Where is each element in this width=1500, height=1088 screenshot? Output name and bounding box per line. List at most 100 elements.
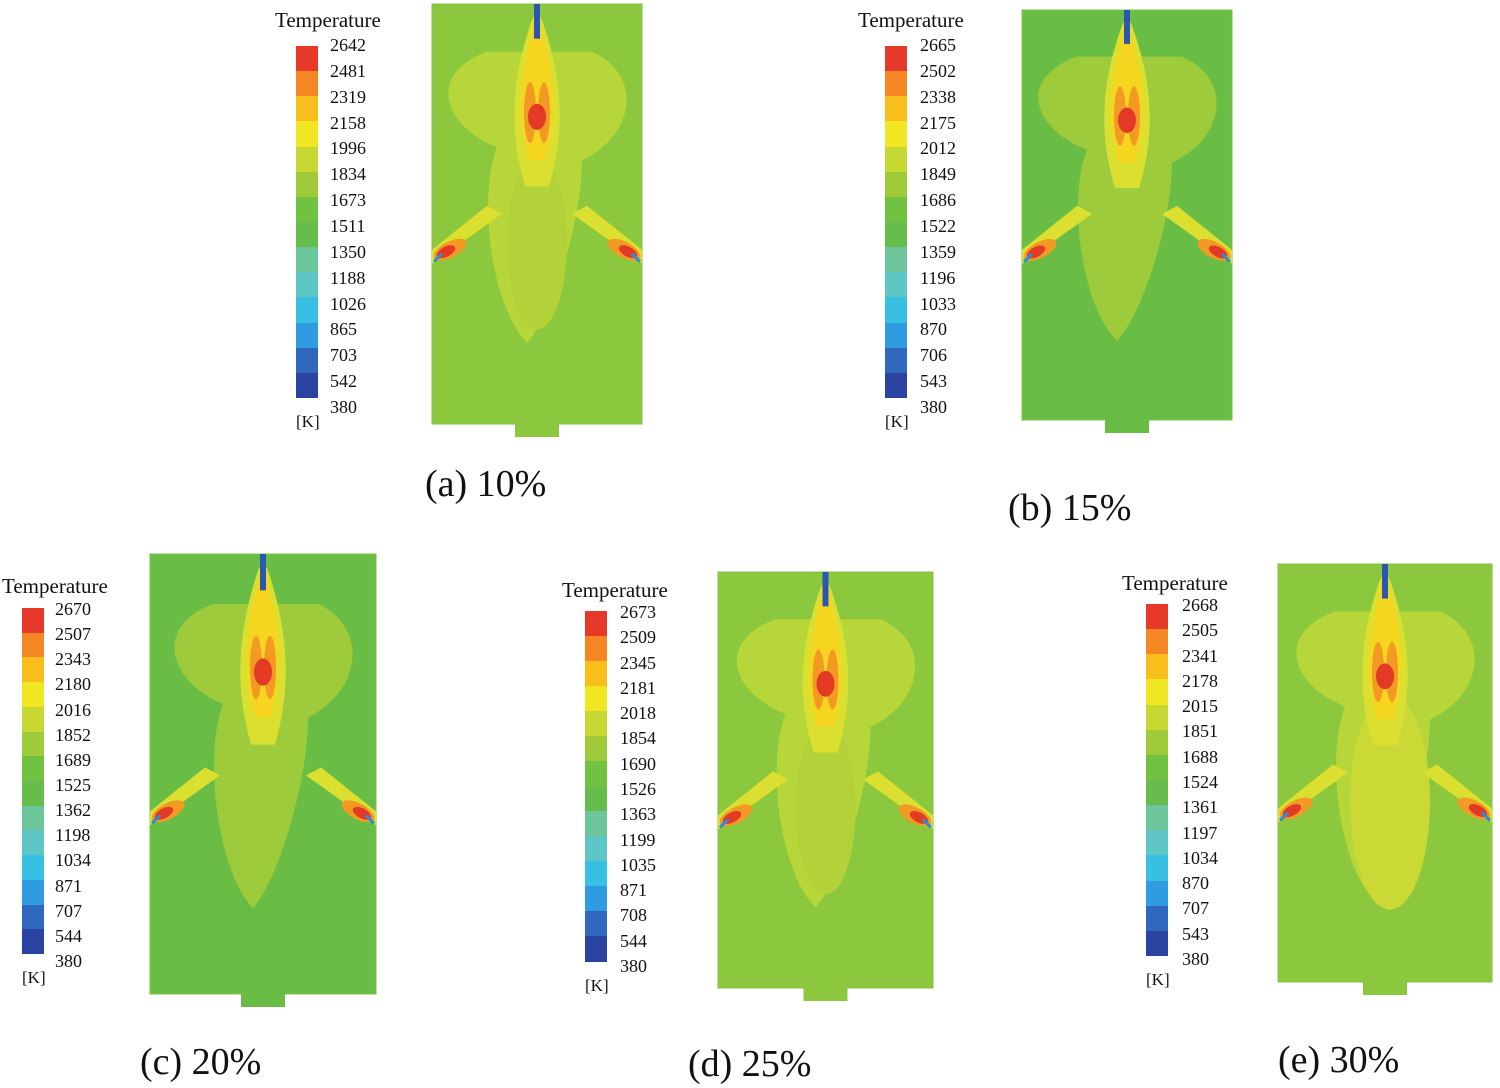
legend-tick-label: 2343 — [55, 649, 91, 670]
caption: (c) 20% — [140, 1041, 262, 1083]
plume-region — [174, 603, 353, 909]
central-nozzle — [534, 4, 540, 39]
legend-swatch — [585, 711, 607, 737]
legend-swatch — [296, 146, 318, 173]
legend-swatch — [22, 756, 44, 782]
legend-swatch — [585, 861, 607, 887]
legend-tick-label: 2502 — [920, 60, 956, 81]
side-nozzle-right — [1480, 811, 1492, 822]
legend-swatch — [22, 830, 44, 856]
legend-swatch — [885, 322, 907, 349]
legend-tick-label: 1361 — [1182, 797, 1218, 818]
legend-swatch — [22, 632, 44, 658]
legend-swatch — [296, 247, 318, 273]
legend-tick-label: 1689 — [55, 749, 91, 770]
side-nozzle-right — [364, 814, 376, 825]
legend-tick-label: 1526 — [620, 779, 656, 799]
warm-core-region — [1350, 693, 1430, 910]
temperature-field — [1277, 563, 1493, 995]
caption: (b) 15% — [1008, 487, 1132, 529]
legend-unit: [K] — [585, 976, 609, 995]
legend-tick-label: 1834 — [330, 164, 366, 185]
legend-tick-label: 1849 — [920, 164, 956, 185]
legend-tick-label: 2015 — [1182, 696, 1218, 717]
legend-swatch — [1146, 654, 1168, 680]
legend-title: Temperature — [275, 8, 381, 32]
legend-tick-label: 1363 — [620, 804, 656, 825]
legend-tick-label: 703 — [330, 345, 357, 366]
legend-ticks: 2668 2505 2341 2178 2015 1851 1688 1524 1361 1197… — [1182, 596, 1242, 968]
legend-tick-label: 380 — [55, 951, 82, 971]
legend-tick-label: 1033 — [920, 293, 956, 314]
outlet — [241, 993, 285, 1007]
legend-swatch — [1146, 855, 1168, 882]
legend-swatch — [885, 121, 907, 148]
legend-tick-label: 380 — [330, 397, 357, 417]
legend-unit: [K] — [22, 968, 46, 987]
legend-swatch — [296, 96, 318, 122]
legend-swatch — [296, 347, 318, 374]
legend-tick-label: 543 — [920, 371, 947, 392]
legend-tick-label: 1362 — [55, 800, 91, 821]
legend-tick-label: 871 — [620, 880, 647, 901]
legend-tick-label: 1188 — [330, 267, 366, 288]
legend-swatch — [1146, 729, 1168, 756]
legend-tick-label: 2178 — [1182, 670, 1218, 691]
legend-tick-label: 2642 — [330, 35, 366, 55]
mid-core-region — [507, 155, 567, 330]
legend-swatch — [1146, 830, 1168, 856]
legend-tick-label: 2016 — [55, 699, 91, 720]
legend-swatch — [585, 636, 607, 662]
legend-swatch — [1146, 930, 1168, 957]
side-nozzle-right — [630, 252, 642, 263]
legend-tick-label: 2345 — [620, 652, 656, 673]
jet-hot-core — [528, 103, 546, 130]
legend-tick-label: 1854 — [620, 728, 656, 749]
legend-ticks: 2665 2502 2338 2175 2012 1849 1686 1522 1359 1196… — [920, 36, 980, 416]
legend-tick-label: 2481 — [330, 60, 366, 81]
legend-title: Temperature — [2, 574, 108, 598]
legend-tick-label: 544 — [55, 925, 82, 946]
legend-swatch — [885, 372, 907, 399]
legend-tick-label: 1690 — [620, 753, 656, 774]
outlet — [1105, 419, 1149, 433]
legend-title: Temperature — [562, 578, 668, 602]
central-nozzle — [260, 554, 266, 591]
caption: (e) 30% — [1278, 1039, 1400, 1081]
legend-tick-label: 870 — [1182, 873, 1209, 894]
central-nozzle — [822, 572, 829, 607]
temperature-field — [717, 571, 934, 1001]
plume-region — [1038, 56, 1217, 341]
legend-ticks: 2670 2507 2343 2180 2016 1852 1689 1525 1362 1198… — [55, 600, 115, 970]
legend-tick-label: 2012 — [920, 138, 956, 159]
legend-tick-label: 1522 — [920, 216, 956, 236]
legend-tick-label: 2673 — [620, 602, 656, 622]
legend-tick-label: 544 — [620, 930, 647, 951]
legend-tick-label: 1199 — [620, 829, 656, 850]
legend-swatch — [1146, 704, 1168, 731]
side-nozzle-left — [1022, 252, 1034, 263]
legend-swatch — [885, 347, 907, 374]
legend-tick-label: 2158 — [330, 112, 366, 133]
legend-swatch — [585, 811, 607, 837]
legend-swatch — [296, 171, 318, 198]
legend-swatch — [22, 706, 44, 733]
color-legend — [585, 611, 607, 962]
legend-swatch — [885, 96, 907, 122]
legend-tick-label: 1197 — [1182, 822, 1218, 843]
legend-swatch — [885, 46, 907, 72]
legend-swatch — [22, 904, 44, 930]
legend-tick-label: 707 — [1182, 898, 1209, 919]
legend-tick-label: 1686 — [920, 190, 956, 211]
legend-tick-label: 2319 — [330, 86, 366, 107]
legend-swatch — [22, 657, 44, 683]
legend-swatch — [885, 196, 907, 223]
legend-tick-label: 2509 — [620, 627, 656, 648]
side-nozzle-left — [432, 252, 444, 263]
legend-swatch — [296, 121, 318, 148]
legend-tick-label: 380 — [920, 397, 947, 417]
legend-swatch — [296, 46, 318, 72]
legend-swatch — [885, 297, 907, 324]
legend-tick-label: 707 — [55, 900, 82, 921]
legend-tick-label: 1688 — [1182, 746, 1218, 767]
